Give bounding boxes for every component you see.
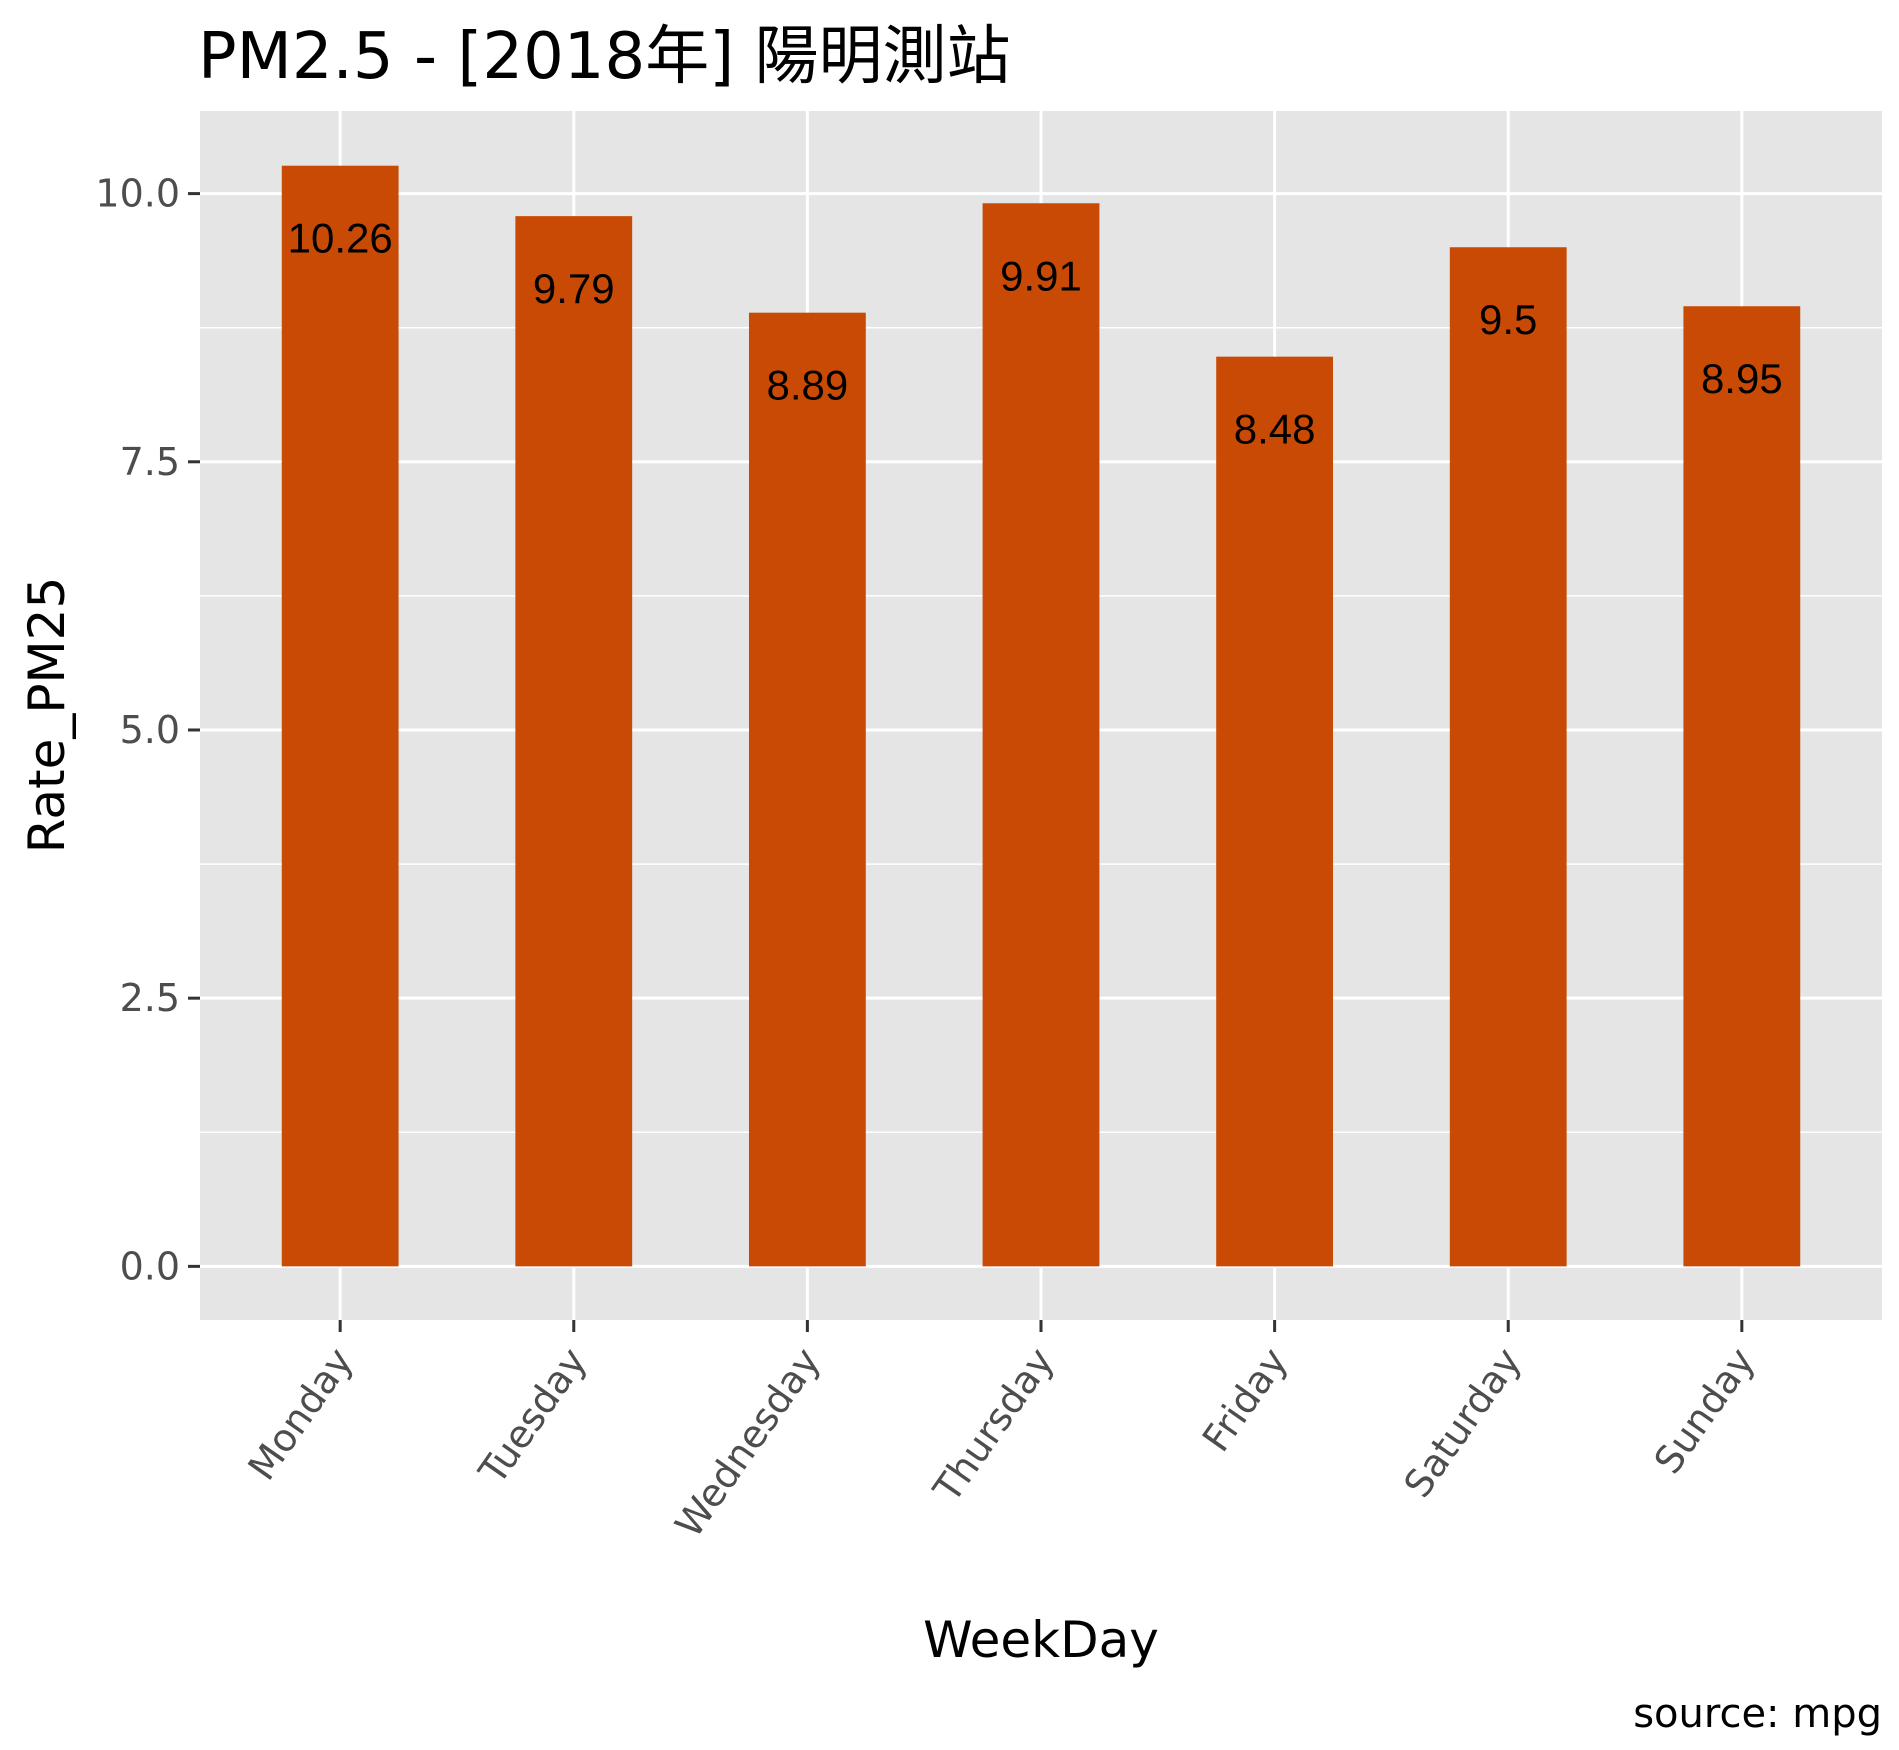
y-axis: 0.0 2.5 5.0 7.5 10.0 [95,172,200,1288]
bar-value-label: 9.91 [1000,252,1082,299]
bar-labels: 10.26 9.79 8.89 9.91 8.48 9.5 8.95 [288,215,1783,453]
bar-thursday [982,203,1100,1267]
bar-value-label: 8.48 [1234,406,1316,453]
x-tick-label: Saturday [1395,1340,1529,1506]
x-tick-label: Sunday [1646,1340,1764,1482]
x-tick-label: Tuesday [470,1340,595,1493]
x-tick-label: Thursday [924,1340,1062,1511]
bar-friday [1216,356,1334,1267]
x-axis-title: WeekDay [923,1611,1159,1669]
bar-tuesday [515,216,633,1267]
y-axis-title: Rate_PM25 [18,577,76,854]
x-tick-label: Friday [1194,1340,1296,1460]
bar-value-label: 10.26 [288,215,393,262]
y-tick-label: 10.0 [95,172,180,216]
x-axis: Monday Tuesday Wednesday Thursday Friday Satu… [239,1320,1763,1545]
bar-value-label: 8.89 [767,362,849,409]
source-caption: source: mpg [1633,1691,1882,1737]
chart-title: PM2.5 - [2018年] 陽明測站 [198,20,1011,94]
bar-value-label: 9.79 [533,265,615,312]
bars [281,165,1801,1267]
y-tick-label: 0.0 [120,1244,180,1288]
x-tick-label: Wednesday [667,1340,829,1545]
bar-value-label: 9.5 [1479,296,1537,343]
bar-monday [281,165,399,1267]
bar-wednesday [748,312,866,1267]
bar-saturday [1449,247,1567,1267]
bar-value-label: 8.95 [1701,355,1783,402]
y-tick-label: 5.0 [120,708,180,752]
y-tick-label: 7.5 [120,440,180,484]
y-tick-label: 2.5 [120,976,180,1020]
x-tick-label: Monday [239,1340,361,1488]
bar-sunday [1683,306,1801,1267]
